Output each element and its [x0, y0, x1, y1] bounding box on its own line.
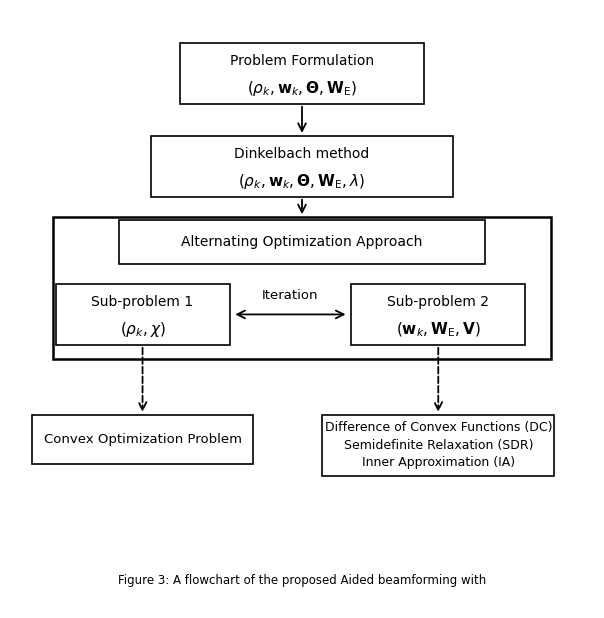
Bar [33, 415, 252, 464]
Text: Inner Approximation (IA): Inner Approximation (IA) [362, 456, 515, 469]
Text: Dinkelbach method: Dinkelbach method [234, 146, 370, 161]
Text: Sub-problem 1: Sub-problem 1 [91, 295, 194, 308]
Bar [180, 43, 424, 104]
Bar [323, 415, 554, 476]
Text: $(\rho_k, \mathbf{w}_k, \mathbf{\Theta}, \mathbf{W}_\mathrm{E})$: $(\rho_k, \mathbf{w}_k, \mathbf{\Theta},… [247, 79, 357, 98]
Text: Convex Optimization Problem: Convex Optimization Problem [43, 433, 242, 446]
Text: Iteration: Iteration [262, 289, 319, 302]
Bar [352, 284, 525, 345]
Text: $(\mathbf{w}_k, \mathbf{W}_\mathrm{E}, \mathbf{V})$: $(\mathbf{w}_k, \mathbf{W}_\mathrm{E}, \… [396, 320, 481, 339]
Text: $(\rho_k, \mathbf{w}_k, \mathbf{\Theta}, \mathbf{W}_\mathrm{E}, \lambda)$: $(\rho_k, \mathbf{w}_k, \mathbf{\Theta},… [239, 172, 365, 191]
Text: Problem Formulation: Problem Formulation [230, 54, 374, 67]
Bar [56, 284, 230, 345]
Text: Figure 3: A flowchart of the proposed Aided beamforming with: Figure 3: A flowchart of the proposed Ai… [118, 575, 486, 588]
Text: Difference of Convex Functions (DC): Difference of Convex Functions (DC) [324, 421, 552, 434]
Text: Semidefinite Relaxation (SDR): Semidefinite Relaxation (SDR) [344, 439, 533, 452]
Bar [53, 217, 551, 360]
Text: Sub-problem 2: Sub-problem 2 [387, 295, 489, 308]
Text: Alternating Optimization Approach: Alternating Optimization Approach [181, 235, 423, 249]
Bar [151, 136, 453, 197]
Text: $(\rho_k, \chi)$: $(\rho_k, \chi)$ [120, 320, 165, 339]
Bar [120, 220, 484, 264]
